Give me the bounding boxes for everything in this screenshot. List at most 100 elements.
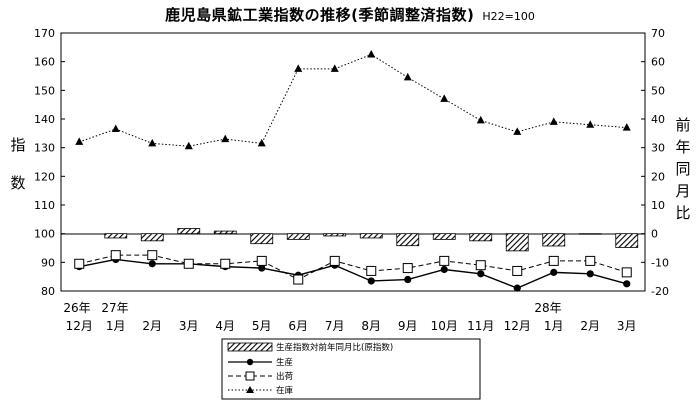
production-point: [550, 268, 558, 276]
inventory-point: [476, 115, 485, 124]
x-tick-label: 10月: [431, 319, 458, 333]
inventory-point: [75, 137, 84, 145]
x-tick-label: 12月: [66, 319, 93, 333]
shipment-point: [74, 258, 85, 269]
x-tick-label: 8月: [361, 319, 381, 333]
series-line: [79, 53, 627, 147]
x-tick-label: 1月: [106, 319, 126, 333]
production-point: [513, 284, 521, 292]
plot-area-frame: [60, 32, 646, 292]
right-axis: -20 -10 0 10 20 30 40 50 60 70: [641, 27, 669, 298]
yoy-bar: [396, 233, 420, 247]
shipment-point: [220, 258, 231, 269]
right-tick-label: 50: [651, 84, 665, 97]
right-tick-label: 40: [651, 113, 665, 126]
yoy-bar: [213, 230, 237, 235]
right-tick-label: 30: [651, 142, 665, 155]
right-tick-label: 0: [651, 228, 658, 241]
inventory-point: [549, 117, 558, 125]
series-line: [79, 254, 627, 281]
shipment-point: [366, 265, 377, 276]
x-tick-label: 3月: [617, 319, 637, 333]
right-axis-label-char-2: 年: [675, 138, 690, 156]
left-tick-label: 90: [41, 256, 55, 269]
production-point: [623, 280, 631, 288]
yoy-bar: [578, 233, 602, 235]
x-tick-label: 4月: [215, 319, 235, 333]
legend-shipment-marker: [245, 371, 255, 381]
inventory-point: [367, 50, 376, 58]
shipment-point: [329, 255, 340, 266]
inventory-point: [586, 120, 595, 128]
x-tick-label: 2月: [580, 319, 600, 333]
yoy-bar: [542, 233, 566, 247]
right-tick-label: 20: [651, 170, 665, 183]
chart-title-block: 鹿児島県鉱工業指数の推移(季節調整済指数) H22=100: [0, 4, 700, 25]
left-tick-label: 150: [34, 84, 55, 97]
production-point: [586, 270, 594, 278]
legend-bar-swatch: [227, 342, 273, 352]
inventory-point: [184, 141, 193, 150]
left-tick-label: 100: [34, 228, 55, 241]
yoy-bar: [469, 233, 493, 242]
shipment-point: [621, 267, 632, 278]
inventory-point: [148, 138, 157, 147]
production-point: [477, 270, 485, 278]
left-tick-label: 160: [34, 56, 55, 69]
production-point: [148, 260, 156, 268]
series-lines: [74, 50, 632, 292]
inventory-point: [403, 72, 412, 81]
right-axis-label-char-3: 同: [675, 160, 690, 178]
left-axis-label-char-1: 指: [10, 136, 25, 154]
shipment-point: [585, 255, 596, 266]
inventory-point: [440, 94, 449, 102]
series-line: [79, 258, 627, 289]
left-tick-label: 120: [34, 170, 55, 183]
right-tick-label: -10: [651, 256, 669, 269]
shipment-point: [402, 263, 413, 274]
x-tick-label: 2月: [142, 319, 162, 333]
yoy-bar: [286, 233, 310, 240]
yoy-bar: [432, 233, 456, 240]
x-tick-label: 5月: [252, 319, 272, 333]
legend-bar-label: 生産指数対前年同月比(原指数): [276, 342, 393, 353]
legend: 生産指数対前年同月比(原指数) 生産 出荷 在庫: [221, 338, 481, 400]
x-tick-label: 12月: [504, 319, 531, 333]
yoy-bar: [323, 233, 347, 237]
production-point: [440, 265, 448, 274]
x-tick-label: 11月: [467, 319, 494, 333]
right-axis-label-char-1: 前: [675, 116, 690, 134]
shipment-point: [110, 250, 121, 261]
legend-inventory-label: 在庫: [276, 385, 294, 396]
inventory-point: [330, 64, 339, 72]
x-tick-label: 1月: [544, 319, 564, 333]
yoy-bar: [140, 233, 164, 242]
x-axis-labels: 12月 1月 2月 3月 4月 5月 6月 7月 8月 9月 10月 11月 12月 1月 2月 3月: [66, 319, 637, 333]
yoy-bar: [177, 228, 201, 235]
shipment-point: [256, 255, 267, 266]
left-tick-label: 140: [34, 113, 55, 126]
shipment-point: [548, 255, 559, 266]
right-axis-label-char-5: 比: [675, 204, 690, 222]
production-point: [404, 275, 412, 284]
inventory-point: [622, 123, 631, 131]
x-tick-label: 9月: [398, 319, 418, 333]
shipment-point: [293, 274, 304, 285]
base-year-note: H22=100: [482, 10, 535, 23]
inventory-point: [221, 134, 230, 143]
year-label-28: 28年: [534, 301, 561, 315]
right-axis-label-char-4: 月: [675, 182, 690, 200]
left-tick-label: 170: [34, 27, 55, 40]
x-tick-label: 6月: [288, 319, 308, 333]
chart-title: 鹿児島県鉱工業指数の推移(季節調整済指数): [165, 6, 475, 24]
yoy-bar: [505, 233, 529, 252]
yoy-bar: [615, 233, 639, 248]
x-tick-label: 3月: [179, 319, 199, 333]
inventory-point: [294, 64, 303, 72]
left-axis: 80 90 100 110 120 130 140 150 160 170: [34, 27, 65, 298]
inventory-point: [111, 124, 120, 133]
inventory-point: [257, 138, 266, 147]
legend-production-marker: [246, 358, 254, 366]
shipment-point: [147, 250, 158, 261]
